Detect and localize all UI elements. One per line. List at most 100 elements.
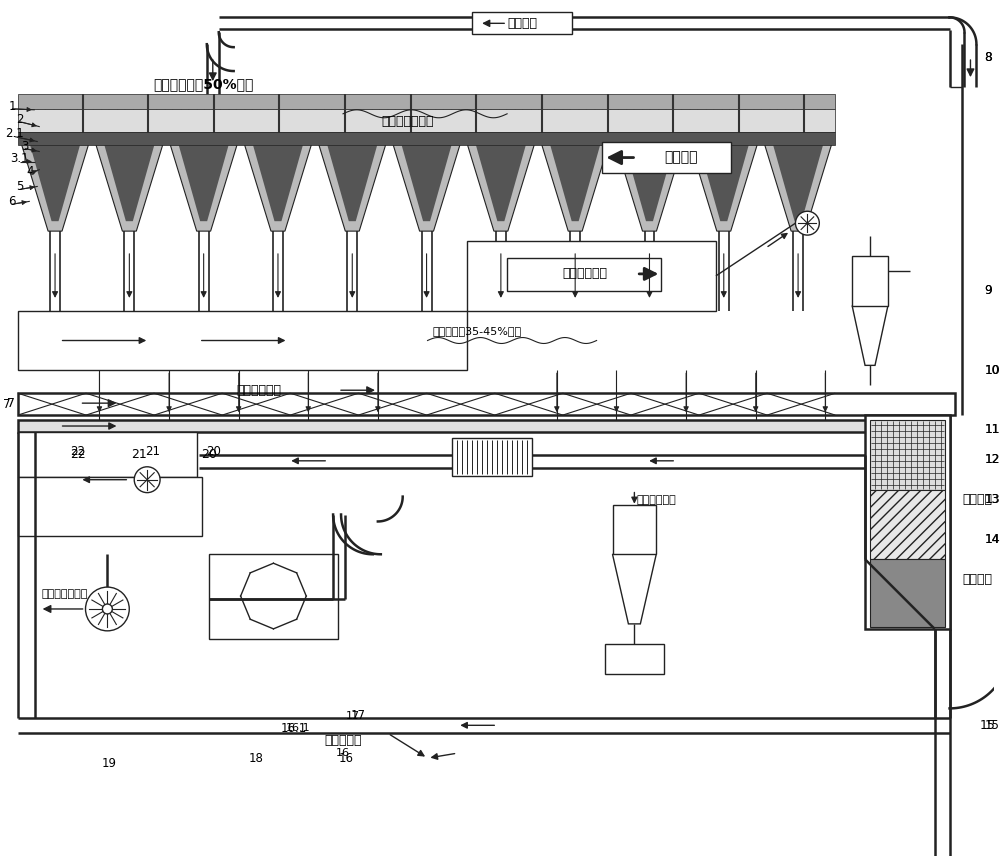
Circle shape <box>755 124 760 128</box>
Bar <box>472 12 572 34</box>
Circle shape <box>596 124 601 128</box>
Circle shape <box>580 111 585 115</box>
Circle shape <box>230 124 235 128</box>
Circle shape <box>660 111 665 115</box>
Circle shape <box>357 111 362 115</box>
Text: 17: 17 <box>350 709 365 722</box>
Circle shape <box>707 124 712 128</box>
Bar <box>865 415 950 629</box>
Circle shape <box>134 467 160 492</box>
Text: 17: 17 <box>346 711 360 722</box>
Bar <box>18 477 202 536</box>
Polygon shape <box>476 145 526 221</box>
Circle shape <box>182 111 187 115</box>
Bar <box>605 644 664 674</box>
Circle shape <box>405 124 410 128</box>
Circle shape <box>87 111 92 115</box>
Bar <box>870 559 945 627</box>
Circle shape <box>103 124 108 128</box>
Polygon shape <box>690 145 757 231</box>
Circle shape <box>373 124 378 128</box>
Text: 烟气流动方向: 烟气流动方向 <box>562 268 607 281</box>
Circle shape <box>437 111 442 115</box>
Circle shape <box>517 111 522 115</box>
Polygon shape <box>30 145 80 221</box>
Circle shape <box>39 124 44 128</box>
Text: 12: 12 <box>984 453 999 467</box>
Bar <box>18 432 197 477</box>
Circle shape <box>119 124 124 128</box>
Text: 3: 3 <box>21 140 29 153</box>
Circle shape <box>326 111 331 115</box>
Circle shape <box>405 111 410 115</box>
Polygon shape <box>624 145 675 221</box>
Text: 进脱气除硫系统: 进脱气除硫系统 <box>42 589 88 599</box>
Polygon shape <box>179 145 229 221</box>
Circle shape <box>151 124 156 128</box>
Circle shape <box>676 111 681 115</box>
Bar <box>18 393 955 415</box>
Text: 2: 2 <box>16 113 24 126</box>
Circle shape <box>755 111 760 115</box>
Bar <box>18 94 835 109</box>
Circle shape <box>739 124 744 128</box>
Polygon shape <box>542 145 609 231</box>
Circle shape <box>707 111 712 115</box>
Text: 14: 14 <box>984 533 1000 546</box>
Circle shape <box>71 124 76 128</box>
Circle shape <box>819 124 824 128</box>
Circle shape <box>564 124 569 128</box>
Circle shape <box>692 111 697 115</box>
Text: 11: 11 <box>984 424 999 437</box>
Text: 外排粉尘: 外排粉尘 <box>963 493 993 506</box>
Text: 1: 1 <box>8 100 16 113</box>
Bar <box>852 256 888 305</box>
Bar <box>18 109 835 131</box>
Text: 补充烧结返矿: 补充烧结返矿 <box>636 494 676 505</box>
Circle shape <box>501 124 506 128</box>
Text: 9: 9 <box>984 284 992 297</box>
Text: 13: 13 <box>984 493 999 506</box>
Bar <box>452 438 532 475</box>
Polygon shape <box>96 145 163 231</box>
Circle shape <box>214 124 219 128</box>
Text: 烧结机总长度50%区域: 烧结机总长度50%区域 <box>154 77 254 91</box>
Circle shape <box>342 124 347 128</box>
Text: 10: 10 <box>984 364 1000 377</box>
Circle shape <box>135 124 140 128</box>
Text: 15: 15 <box>984 719 999 732</box>
Text: 烟气流动方向: 烟气流动方向 <box>236 384 281 396</box>
Circle shape <box>501 111 506 115</box>
Polygon shape <box>467 145 534 231</box>
Text: 烟气快速升温段: 烟气快速升温段 <box>381 115 434 128</box>
Text: 16: 16 <box>339 752 354 764</box>
Text: 19: 19 <box>102 757 117 770</box>
Polygon shape <box>613 554 656 624</box>
Circle shape <box>342 111 347 115</box>
Circle shape <box>803 124 808 128</box>
Circle shape <box>469 124 474 128</box>
Circle shape <box>723 124 728 128</box>
Circle shape <box>102 604 112 614</box>
Polygon shape <box>852 305 888 366</box>
Text: 18: 18 <box>249 752 264 764</box>
Circle shape <box>421 124 426 128</box>
Circle shape <box>103 111 108 115</box>
Circle shape <box>421 111 426 115</box>
Circle shape <box>787 111 792 115</box>
Circle shape <box>532 111 537 115</box>
Circle shape <box>739 111 744 115</box>
Bar <box>870 420 945 490</box>
Text: 循环烟气: 循环烟气 <box>507 17 537 30</box>
Circle shape <box>612 111 617 115</box>
Circle shape <box>596 111 601 115</box>
Bar <box>613 505 656 554</box>
Circle shape <box>660 124 665 128</box>
Text: 12: 12 <box>984 453 1000 467</box>
Polygon shape <box>327 145 377 221</box>
Polygon shape <box>616 145 683 231</box>
Circle shape <box>612 124 617 128</box>
Text: 21: 21 <box>145 445 160 458</box>
Polygon shape <box>22 145 88 231</box>
Polygon shape <box>765 145 832 231</box>
